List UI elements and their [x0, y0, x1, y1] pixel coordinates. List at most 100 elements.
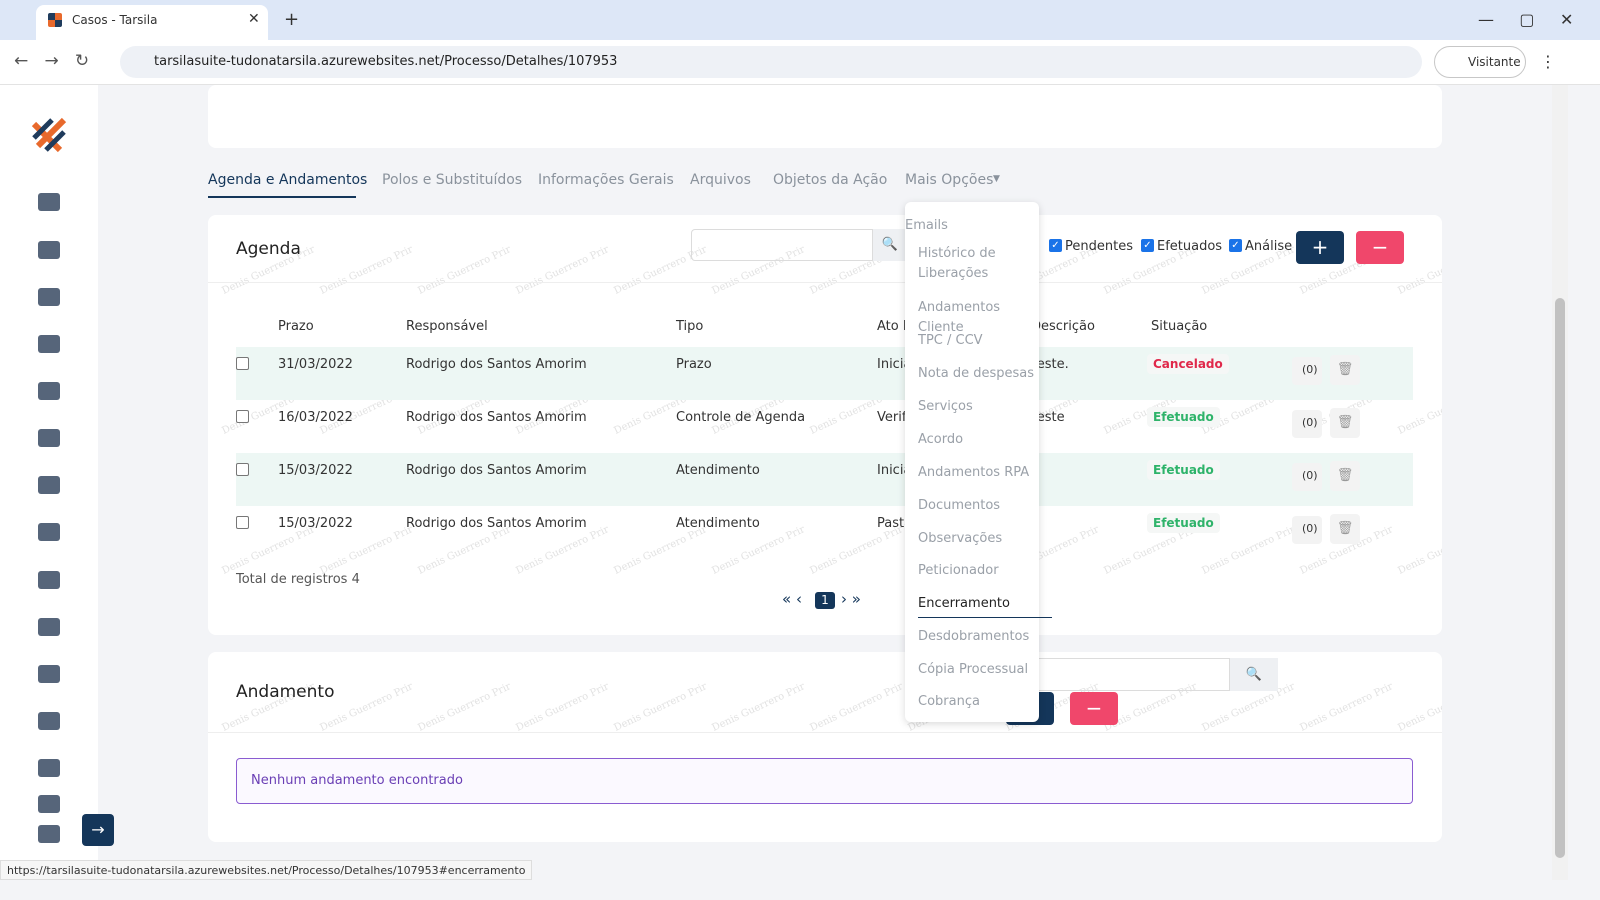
- sidebar-icon[interactable]: [38, 335, 60, 353]
- delete-button[interactable]: 🗑: [1330, 514, 1360, 544]
- dropdown-item[interactable]: Andamentos Cliente: [918, 300, 1001, 335]
- menu[interactable]: ⋮: [1540, 52, 1556, 71]
- dropdown-item[interactable]: Cobrança: [918, 694, 980, 709]
- search-input[interactable]: [691, 229, 873, 261]
- new-tab[interactable]: +: [284, 9, 300, 30]
- watermark: Denis Guerrero Prir: [416, 681, 513, 734]
- cell: Rodrigo dos Santos Amorim: [406, 410, 587, 425]
- dropdown-item[interactable]: Nota de despesas: [918, 366, 1035, 381]
- attachments[interactable]: (0): [1292, 410, 1322, 438]
- search-button[interactable]: 🔍: [873, 229, 907, 261]
- dropdown-item[interactable]: Desdobramentos: [918, 629, 1030, 644]
- add-button[interactable]: +: [1296, 231, 1344, 264]
- sidebar-icon[interactable]: [38, 618, 60, 636]
- delete-button[interactable]: 🗑: [1330, 461, 1360, 491]
- tab-link[interactable]: Polos e Substituídos: [382, 172, 523, 188]
- profile-button[interactable]: [1434, 46, 1526, 78]
- watermark: Denis Guerrero Prir: [416, 244, 513, 297]
- watermark: Denis Guerrero Prir: [220, 524, 317, 577]
- favicon: [48, 13, 62, 27]
- row-checkbox[interactable]: [236, 463, 249, 476]
- address-bar[interactable]: [120, 46, 1422, 78]
- dropdown-item[interactable]: Observações: [918, 531, 1003, 546]
- sidebar-icon[interactable]: [38, 759, 60, 777]
- scroll-thumb[interactable]: [1555, 298, 1565, 858]
- sidebar-icon[interactable]: [38, 665, 60, 683]
- watermark: Denis Guerrero Prir: [318, 244, 415, 297]
- delete-button[interactable]: 🗑: [1330, 355, 1360, 385]
- row-checkbox[interactable]: [236, 410, 249, 423]
- filter-checkbox[interactable]: ✓: [1049, 239, 1062, 252]
- status-badge: Cancelado: [1147, 354, 1229, 374]
- sidebar-icon[interactable]: [38, 288, 60, 306]
- attachments[interactable]: (0): [1292, 463, 1322, 491]
- column-header: Tipo: [676, 319, 704, 334]
- search-input[interactable]: [1028, 658, 1230, 691]
- caret: ▼: [993, 174, 1000, 184]
- column-header: Ato P: [877, 319, 911, 334]
- watermark: Denis Guerrero Prir: [416, 524, 513, 577]
- tab[interactable]: [36, 5, 268, 40]
- page-number[interactable]: 1: [815, 592, 835, 609]
- column-header: Prazo: [278, 319, 314, 334]
- filter-checkbox[interactable]: ✓: [1229, 239, 1242, 252]
- window-controls[interactable]: — ▢ ✕: [1478, 10, 1574, 29]
- sidebar-icon[interactable]: [38, 712, 60, 730]
- sidebar-icon[interactable]: [38, 523, 60, 541]
- pagination-next[interactable]: › »: [841, 590, 861, 608]
- cell: 16/03/2022: [278, 410, 353, 425]
- divider: [208, 282, 1442, 283]
- sidebar-icon[interactable]: [38, 825, 60, 843]
- close-tab[interactable]: ✕: [248, 11, 260, 27]
- watermark: Denis Guerrero Prir: [1396, 681, 1442, 734]
- dropdown-item[interactable]: Cópia Processual: [918, 662, 1029, 677]
- dropdown-item[interactable]: Peticionador: [918, 563, 999, 578]
- dropdown-item[interactable]: TPC / CCV: [918, 333, 983, 348]
- empty-alert: Nenhum andamento encontrado: [236, 758, 1413, 804]
- row-checkbox[interactable]: [236, 357, 249, 370]
- delete-button[interactable]: 🗑: [1330, 408, 1360, 438]
- row-bg: [236, 453, 1413, 506]
- tab-link[interactable]: Informações Gerais: [538, 172, 674, 188]
- cell: 31/03/2022: [278, 357, 353, 372]
- logo: [31, 117, 67, 153]
- sidebar-icon[interactable]: [38, 571, 60, 589]
- expand-sidebar[interactable]: →: [82, 814, 114, 846]
- dropdown-item[interactable]: Histórico de Liberações: [918, 246, 996, 281]
- cell: Inicia: [877, 463, 912, 478]
- sidebar-icon[interactable]: [38, 241, 60, 259]
- tab-link[interactable]: Objetos da Ação: [773, 172, 888, 188]
- dropdown-item[interactable]: Encerramento: [918, 596, 1010, 611]
- row-checkbox[interactable]: [236, 516, 249, 529]
- cell: Prazo: [676, 357, 712, 372]
- sidebar-icon[interactable]: [38, 193, 60, 211]
- attachments[interactable]: (0): [1292, 357, 1322, 385]
- watermark: Denis Guerrero Prir: [808, 524, 905, 577]
- profile: Visitante: [1468, 55, 1521, 69]
- watermark: Denis Guerrero Prir: [1298, 681, 1395, 734]
- nav-buttons[interactable]: ← → ↻: [14, 51, 90, 71]
- pagination-prev[interactable]: « ‹: [782, 590, 802, 608]
- sidebar-icon[interactable]: [38, 382, 60, 400]
- watermark: Denis Guerrero Prir: [1396, 524, 1442, 577]
- search-button[interactable]: 🔍: [1230, 658, 1278, 691]
- remove-button[interactable]: −: [1070, 692, 1118, 725]
- attachments[interactable]: (0): [1292, 516, 1322, 544]
- dropdown-item[interactable]: Documentos: [918, 498, 1001, 513]
- agenda-card: Denis Guerrero Prir Denis Guerrero Prir De…: [208, 215, 1442, 635]
- remove-button[interactable]: −: [1356, 231, 1404, 264]
- cell: 15/03/2022: [278, 516, 353, 531]
- filter-checkbox[interactable]: ✓: [1141, 239, 1154, 252]
- tab-link[interactable]: Agenda e Andamentos: [208, 172, 368, 188]
- sidebar-icon[interactable]: [38, 476, 60, 494]
- active-tab-underline: [208, 196, 356, 198]
- dropdown-item[interactable]: Acordo: [918, 432, 964, 447]
- tab-link[interactable]: Arquivos: [690, 172, 751, 188]
- watermark: Denis Guerrero Prir: [318, 524, 415, 577]
- dropdown-item[interactable]: Andamentos RPA: [918, 465, 1030, 480]
- dropdown-item[interactable]: Serviços: [918, 399, 973, 414]
- sidebar-icon[interactable]: [38, 795, 60, 813]
- dropdown-item[interactable]: Emails: [905, 218, 948, 233]
- sidebar-icon[interactable]: [38, 429, 60, 447]
- tab-link[interactable]: Mais Opções: [905, 172, 994, 188]
